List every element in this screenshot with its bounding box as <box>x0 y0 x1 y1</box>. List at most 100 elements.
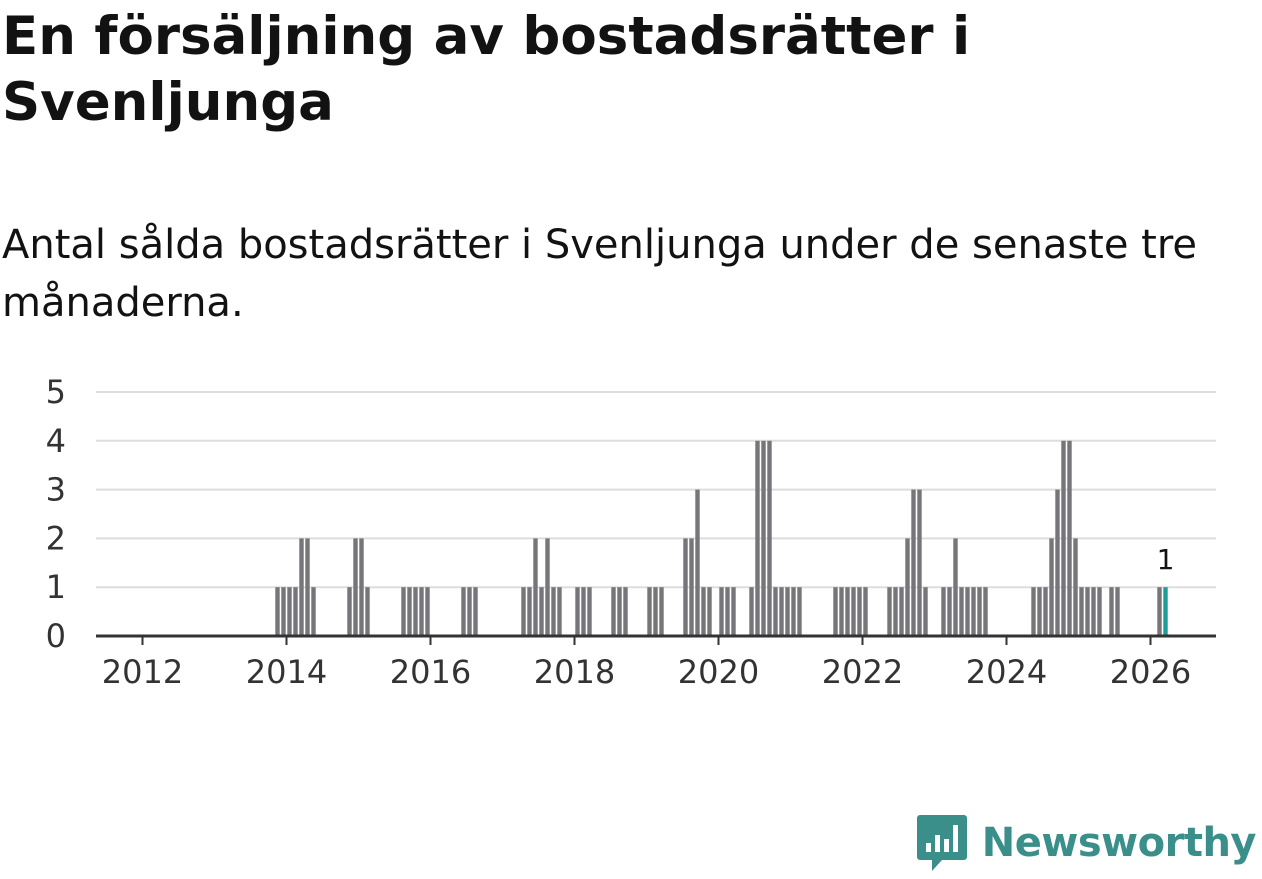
bar <box>467 587 472 636</box>
bar <box>365 587 370 636</box>
bar <box>527 587 532 636</box>
bar <box>761 440 766 636</box>
bar <box>1157 587 1162 636</box>
bar <box>299 538 304 636</box>
bar <box>857 587 862 636</box>
bar <box>977 587 982 636</box>
bar <box>1037 587 1042 636</box>
bar-highlight <box>1163 587 1168 636</box>
bar <box>1109 587 1114 636</box>
x-tick-label: 2018 <box>534 653 615 691</box>
data-labels: 1 <box>1154 540 1178 579</box>
bar <box>1049 538 1054 636</box>
bar <box>425 587 430 636</box>
bar <box>281 587 286 636</box>
bar <box>1091 587 1096 636</box>
bar <box>863 587 868 636</box>
bar <box>311 587 316 636</box>
bar <box>1061 440 1066 636</box>
bar <box>767 440 772 636</box>
chart-title: En försäljning av bostadsrätter i Svenlj… <box>2 6 971 133</box>
bar <box>413 587 418 636</box>
bar <box>953 538 958 636</box>
bar <box>791 587 796 636</box>
bar <box>407 587 412 636</box>
bar <box>575 587 580 636</box>
x-tick-label: 2012 <box>102 653 183 691</box>
bar <box>779 587 784 636</box>
bar <box>275 587 280 636</box>
y-tick-label: 5 <box>46 373 66 411</box>
bar <box>755 440 760 636</box>
brand-name: Newsworthy <box>981 820 1257 866</box>
bar <box>683 538 688 636</box>
bar <box>551 587 556 636</box>
bar <box>305 538 310 636</box>
x-tick-label: 2024 <box>966 653 1047 691</box>
brand: Newsworthy <box>916 813 1257 873</box>
bar <box>749 587 754 636</box>
bar <box>887 587 892 636</box>
x-tick-label: 2020 <box>678 653 759 691</box>
bar <box>773 587 778 636</box>
bar <box>707 587 712 636</box>
grid-lines <box>96 391 1216 589</box>
bar <box>587 587 592 636</box>
bar <box>473 587 478 636</box>
y-tick-label: 1 <box>46 568 66 606</box>
bar <box>1079 587 1084 636</box>
bar <box>701 587 706 636</box>
bar <box>1085 587 1090 636</box>
bar <box>785 587 790 636</box>
bar <box>647 587 652 636</box>
x-axis <box>96 634 1216 645</box>
bar <box>461 587 466 636</box>
bar <box>581 587 586 636</box>
bar <box>533 538 538 636</box>
bar <box>623 587 628 636</box>
bar <box>653 587 658 636</box>
newsworthy-logo-icon <box>916 815 967 871</box>
bar <box>731 587 736 636</box>
bar <box>947 587 952 636</box>
bar <box>923 587 928 636</box>
bar <box>719 587 724 636</box>
bar <box>839 587 844 636</box>
data-label: 1 <box>1157 543 1175 576</box>
bar <box>725 587 730 636</box>
bar <box>695 489 700 636</box>
bar <box>845 587 850 636</box>
x-axis-tick-labels: 2012 2014 2016 2018 2020 2022 2024 2026 <box>102 653 1191 691</box>
bar <box>287 587 292 636</box>
bar <box>905 538 910 636</box>
bar <box>347 587 352 636</box>
bar <box>401 587 406 636</box>
bar <box>539 587 544 636</box>
bar <box>833 587 838 636</box>
y-tick-label: 2 <box>46 519 66 557</box>
bar <box>545 538 550 636</box>
bar <box>899 587 904 636</box>
bar <box>521 587 526 636</box>
bar <box>1067 440 1072 636</box>
bar <box>557 587 562 636</box>
bar <box>959 587 964 636</box>
bar <box>1073 538 1078 636</box>
bar <box>293 587 298 636</box>
y-tick-label: 4 <box>46 422 66 460</box>
bar <box>917 489 922 636</box>
bar <box>851 587 856 636</box>
bar <box>983 587 988 636</box>
bar <box>353 538 358 636</box>
y-tick-label: 0 <box>46 617 66 655</box>
bar <box>965 587 970 636</box>
bar <box>971 587 976 636</box>
bars <box>275 440 1168 636</box>
bar <box>689 538 694 636</box>
y-tick-label: 3 <box>46 471 66 509</box>
bar <box>1043 587 1048 636</box>
bar <box>659 587 664 636</box>
bar <box>611 587 616 636</box>
bar <box>911 489 916 636</box>
